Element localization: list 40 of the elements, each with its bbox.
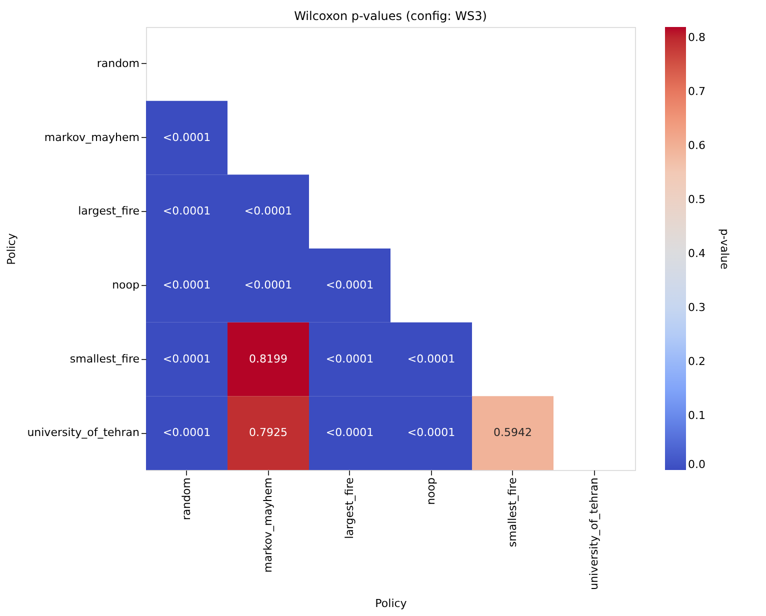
color-bar-label: 0.0 — [688, 458, 706, 471]
x-tick-label: noop — [424, 477, 438, 505]
data-label: <0.0001 — [407, 426, 456, 440]
x-tick-label: markov_mayhem — [261, 478, 274, 573]
data-label: <0.0001 — [326, 278, 374, 292]
x-tick-label: smallest_fire — [506, 477, 519, 548]
y-tick-label: markov_mayhem — [44, 130, 140, 144]
data-label: 0.7925 — [249, 426, 288, 440]
data-label: <0.0001 — [162, 426, 211, 440]
color-bar-label: 0.4 — [688, 246, 706, 260]
color-bar-label: 0.7 — [688, 84, 706, 98]
color-bar-label: 0.5 — [688, 192, 706, 206]
y-tick-label: university_of_tehran — [27, 426, 140, 440]
data-label: <0.0001 — [162, 204, 211, 218]
x-tick-label: largest_fire — [342, 477, 356, 539]
color-bar-title: p-value — [718, 228, 731, 270]
data-label: 0.8199 — [249, 352, 288, 366]
x-axis-title: Policy — [375, 596, 408, 610]
y-tick-label: smallest_fire — [70, 352, 140, 366]
data-label: <0.0001 — [162, 352, 211, 366]
color-bar-label: 0.8 — [688, 30, 706, 44]
color-bar-label: 0.1 — [688, 408, 706, 422]
data-label: <0.0001 — [162, 278, 211, 292]
chart-title: Wilcoxon p-values (config: WS3) — [294, 9, 487, 23]
y-tick-label: random — [96, 56, 140, 70]
data-label: <0.0001 — [407, 352, 456, 366]
color-bar-label: 0.6 — [688, 138, 706, 152]
data-label: <0.0001 — [326, 352, 374, 366]
data-label: <0.0001 — [244, 278, 292, 292]
y-axis-title: Policy — [5, 232, 18, 265]
y-tick-label: largest_fire — [78, 204, 140, 218]
x-tick-label: university_of_tehran — [587, 477, 600, 590]
data-label: 0.5942 — [494, 426, 532, 440]
data-label: <0.0001 — [244, 204, 292, 218]
data-label: <0.0001 — [162, 130, 211, 144]
color-bar-label: 0.2 — [688, 354, 706, 368]
color-bar-label: 0.3 — [688, 300, 706, 314]
data-label: <0.0001 — [326, 426, 374, 440]
y-tick-label: noop — [112, 278, 140, 292]
x-tick-label: random — [180, 478, 193, 520]
